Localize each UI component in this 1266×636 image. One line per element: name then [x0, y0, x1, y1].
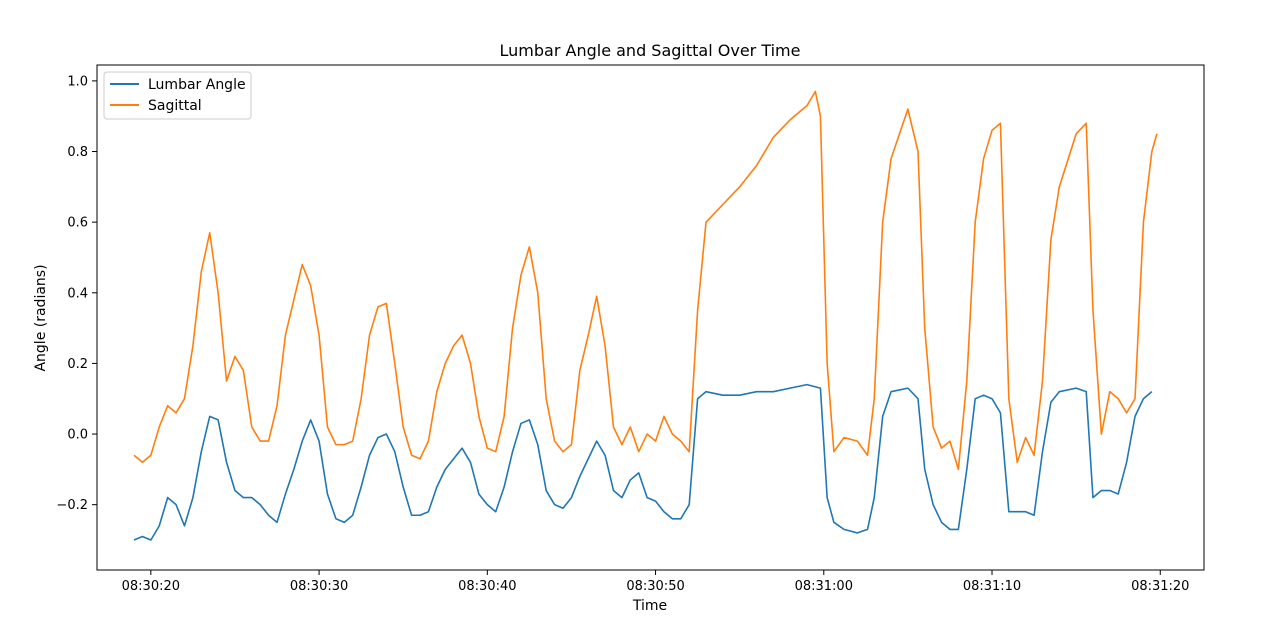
y-tick-label: 0.2: [67, 357, 88, 372]
x-tick-label: 08:30:20: [122, 579, 180, 594]
x-tick-label: 08:30:50: [626, 579, 684, 594]
y-tick-label: 1.0: [67, 74, 88, 89]
series-line-sagittal: [133, 90, 1158, 471]
y-tick-label: 0.8: [67, 145, 88, 160]
legend: Lumbar Angle Sagittal: [103, 71, 252, 120]
y-axis-label: Angle (radians): [33, 264, 49, 371]
legend-label-sagittal: Sagittal: [148, 98, 202, 114]
x-tick-label: 08:30:40: [458, 579, 516, 594]
plot-frame: [96, 64, 1205, 571]
series-layer: [133, 90, 1158, 541]
x-tick-label: 08:31:00: [795, 579, 853, 594]
legend-box: [103, 71, 252, 120]
y-tick-label: 0.0: [67, 428, 88, 443]
y-tick-label: 0.4: [67, 286, 88, 301]
axis-layer: 08:30:20 08:30:30 08:30:40 08:30:50 08:31:00…: [56, 74, 1189, 594]
x-tick-label: 08:30:30: [290, 579, 348, 594]
x-tick-label: 08:31:20: [1131, 579, 1189, 594]
x-tick-label: 08:31:10: [963, 579, 1021, 594]
y-tick-label: −0.2: [56, 498, 88, 513]
y-tick-label: 0.6: [67, 216, 88, 231]
series-line-lumbar-angle: [133, 383, 1153, 541]
x-axis-label: Time: [632, 598, 667, 614]
chart-title: Lumbar Angle and Sagittal Over Time: [500, 41, 801, 60]
legend-label-lumbar-angle: Lumbar Angle: [148, 77, 246, 93]
